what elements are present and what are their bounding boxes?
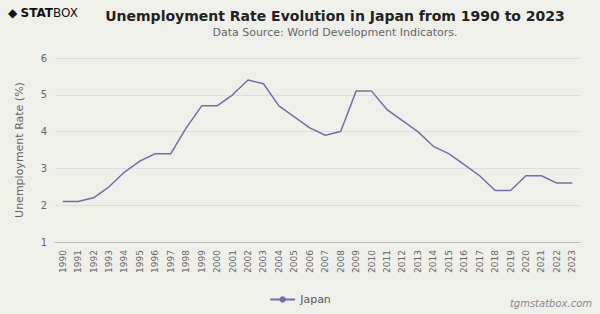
svg-text:1991: 1991 [73,250,83,273]
svg-text:6: 6 [41,53,47,64]
svg-text:1992: 1992 [89,250,99,273]
svg-text:2012: 2012 [397,250,407,273]
svg-text:2005: 2005 [289,250,299,273]
svg-text:2010: 2010 [367,250,377,273]
svg-text:2009: 2009 [351,250,361,273]
svg-text:1: 1 [41,237,47,248]
svg-text:2011: 2011 [382,250,392,273]
svg-text:2008: 2008 [336,250,346,273]
svg-text:2004: 2004 [274,250,284,273]
svg-text:4: 4 [41,126,47,137]
svg-text:1996: 1996 [150,250,160,273]
svg-text:1993: 1993 [104,250,114,273]
svg-text:2017: 2017 [475,250,485,273]
svg-text:2020: 2020 [521,250,531,273]
svg-text:1995: 1995 [135,250,145,273]
svg-text:2018: 2018 [490,250,500,273]
svg-text:5: 5 [41,89,47,100]
svg-text:2006: 2006 [305,250,315,273]
svg-text:2000: 2000 [212,250,222,273]
svg-text:2015: 2015 [444,250,454,273]
svg-text:Unemployment Rate (%): Unemployment Rate (%) [13,82,26,218]
svg-text:tgmstatbox.com: tgmstatbox.com [510,298,592,309]
svg-text:STAT: STAT [21,6,54,20]
svg-text:1994: 1994 [119,250,129,273]
svg-text:2002: 2002 [243,250,253,273]
svg-text:2007: 2007 [320,250,330,273]
svg-text:BOX: BOX [53,6,78,20]
svg-text:1990: 1990 [58,250,68,273]
svg-text:Data Source: World Development: Data Source: World Development Indicator… [212,26,457,39]
svg-text:2013: 2013 [413,250,423,273]
svg-text:1999: 1999 [197,250,207,273]
svg-text:2001: 2001 [228,250,238,273]
svg-text:2019: 2019 [506,250,516,273]
svg-text:Unemployment Rate Evolution in: Unemployment Rate Evolution in Japan fro… [105,8,565,24]
svg-text:2021: 2021 [536,250,546,273]
svg-text:2014: 2014 [428,250,438,273]
svg-text:2016: 2016 [459,250,469,273]
svg-text:2023: 2023 [567,250,577,273]
svg-text:1997: 1997 [166,250,176,273]
svg-text:2022: 2022 [552,250,562,273]
svg-text:1998: 1998 [181,250,191,273]
svg-text:2003: 2003 [258,250,268,273]
svg-text:Japan: Japan [299,293,331,306]
svg-text:3: 3 [41,163,47,174]
svg-text:2: 2 [41,200,47,211]
